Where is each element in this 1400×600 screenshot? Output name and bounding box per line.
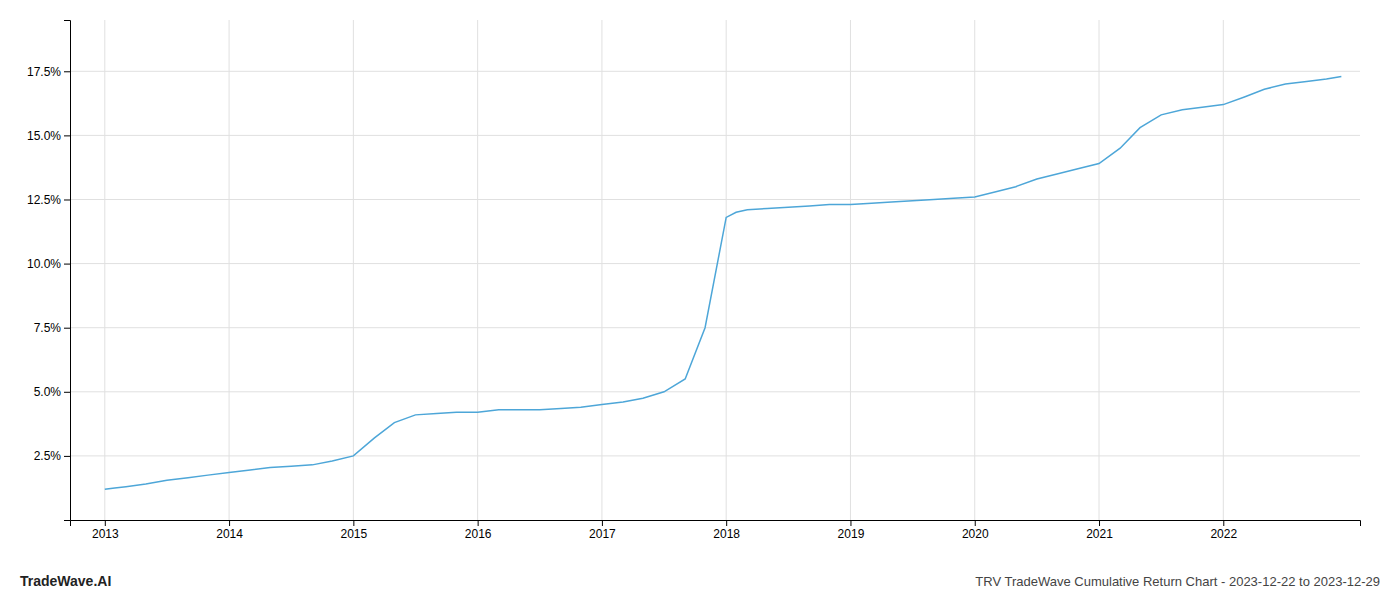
return-line	[105, 76, 1342, 489]
y-tick: 10.0%	[27, 257, 70, 271]
x-tick-mark	[1099, 520, 1100, 526]
x-tick-mark	[353, 520, 354, 526]
x-tick: 2021	[1086, 520, 1113, 541]
y-tick: 12.5%	[27, 193, 70, 207]
x-tick-mark	[602, 520, 603, 526]
grid-line-x	[1223, 20, 1224, 520]
y-tick-mark	[64, 392, 70, 393]
y-tick-label: 15.0%	[27, 129, 61, 143]
y-tick-label: 7.5%	[34, 321, 62, 335]
x-tick-mark	[105, 520, 106, 526]
grid-line-y	[70, 263, 1360, 264]
y-tick-label: 17.5%	[27, 65, 61, 79]
x-tick-label: 2022	[1210, 527, 1237, 541]
grid-line-y	[70, 71, 1360, 72]
grid-line-y	[70, 135, 1360, 136]
x-tick-mark	[975, 520, 976, 526]
x-tick-label: 2018	[713, 527, 740, 541]
y-tick-mark	[64, 135, 70, 136]
grid-line-x	[601, 20, 602, 520]
y-tick-mark	[64, 264, 70, 265]
grid-line-y	[70, 327, 1360, 328]
watermark: TradeWave.AI	[20, 573, 111, 589]
x-tick-label: 2019	[838, 527, 865, 541]
x-tick: 2015	[341, 520, 368, 541]
x-tick-mark	[1223, 520, 1224, 526]
x-tick-mark	[229, 520, 230, 526]
grid-line-x	[104, 20, 105, 520]
plot-area	[105, 76, 1342, 489]
y-tick: 2.5%	[34, 449, 70, 463]
x-tick-label: 2016	[465, 527, 492, 541]
x-tick-label: 2020	[962, 527, 989, 541]
x-tick-label: 2015	[341, 527, 368, 541]
y-tick-mark	[64, 199, 70, 200]
y-tick-label: 12.5%	[27, 193, 61, 207]
y-axis: 2.5% 5.0% 7.5% 10.0% 12.5% 15.0% 17.5%	[27, 21, 71, 521]
grid-line-y	[70, 455, 1360, 456]
x-tick-mark	[850, 520, 851, 526]
grid	[70, 20, 1360, 520]
x-tick-label: 2014	[216, 527, 243, 541]
y-tick-mark	[64, 456, 70, 457]
x-tick: 2022	[1210, 520, 1237, 541]
grid-line-x	[353, 20, 354, 520]
y-tick-label: 10.0%	[27, 257, 61, 271]
grid-line-y	[70, 391, 1360, 392]
x-tick-mark	[478, 520, 479, 526]
grid-line-x	[477, 20, 478, 520]
x-tick: 2016	[465, 520, 492, 541]
x-axis-line	[71, 521, 1361, 527]
grid-line-x	[726, 20, 727, 520]
chart-title: TRV TradeWave Cumulative Return Chart - …	[975, 574, 1380, 589]
x-tick: 2013	[92, 520, 119, 541]
y-tick-label: 2.5%	[34, 449, 62, 463]
chart-svg: 2013 2014 2015 2016 2017 2018 2019 2020 2021 2022…	[0, 0, 1400, 600]
y-tick: 7.5%	[34, 321, 70, 335]
x-tick: 2020	[962, 520, 989, 541]
y-tick-mark	[64, 328, 70, 329]
y-tick: 5.0%	[34, 385, 70, 399]
y-axis-line	[64, 21, 71, 521]
grid-line-x	[850, 20, 851, 520]
chart-container: 2013 2014 2015 2016 2017 2018 2019 2020 2021 2022…	[0, 0, 1400, 600]
y-tick: 15.0%	[27, 129, 70, 143]
grid-line-x	[974, 20, 975, 520]
x-tick: 2014	[216, 520, 243, 541]
x-tick-mark	[726, 520, 727, 526]
y-tick: 17.5%	[27, 65, 70, 79]
grid-line-y	[70, 199, 1360, 200]
x-tick: 2019	[838, 520, 865, 541]
y-tick-mark	[64, 71, 70, 72]
x-tick: 2018	[713, 520, 740, 541]
x-tick-label: 2013	[92, 527, 119, 541]
grid-line-x	[1099, 20, 1100, 520]
x-tick: 2017	[589, 520, 616, 541]
grid-line-x	[229, 20, 230, 520]
x-axis: 2013 2014 2015 2016 2017 2018 2019 2020 2021 2022	[71, 520, 1361, 541]
y-tick-label: 5.0%	[34, 385, 62, 399]
x-tick-label: 2017	[589, 527, 616, 541]
x-tick-label: 2021	[1086, 527, 1113, 541]
